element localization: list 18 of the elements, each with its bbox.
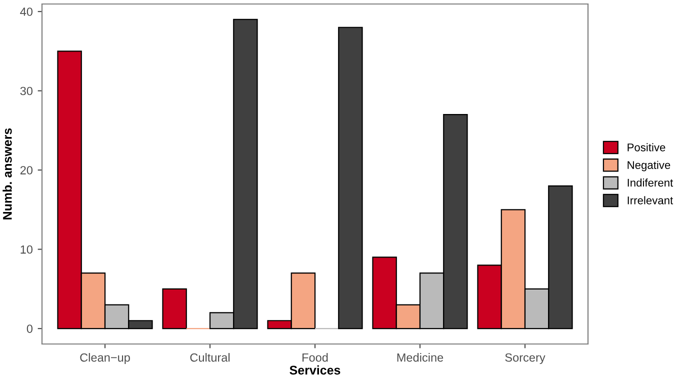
y-tick-label: 10	[20, 245, 33, 254]
bar	[338, 26, 363, 330]
x-tick-label: Clean−up	[80, 353, 130, 364]
bar	[162, 288, 187, 330]
x-axis-title: Services	[290, 365, 340, 375]
legend-label: Negative	[628, 160, 670, 172]
legend-label: Positive	[628, 143, 666, 152]
y-tick-label: 0	[26, 324, 33, 333]
x-tick-label: Medicine	[397, 353, 444, 362]
legend-label: Irrelevant	[628, 196, 674, 204]
x-tick-label: Food	[302, 353, 328, 362]
y-axis-title: Numb. answers	[2, 128, 12, 220]
y-tick-label: 20	[20, 166, 33, 174]
y-tick-label: 30	[20, 86, 33, 96]
x-tick-label: Sorcery	[505, 353, 546, 364]
y-tick-label: 40	[20, 8, 33, 16]
x-tick-label: Cultural	[190, 353, 230, 362]
legend-label: Indiferent	[628, 178, 674, 187]
